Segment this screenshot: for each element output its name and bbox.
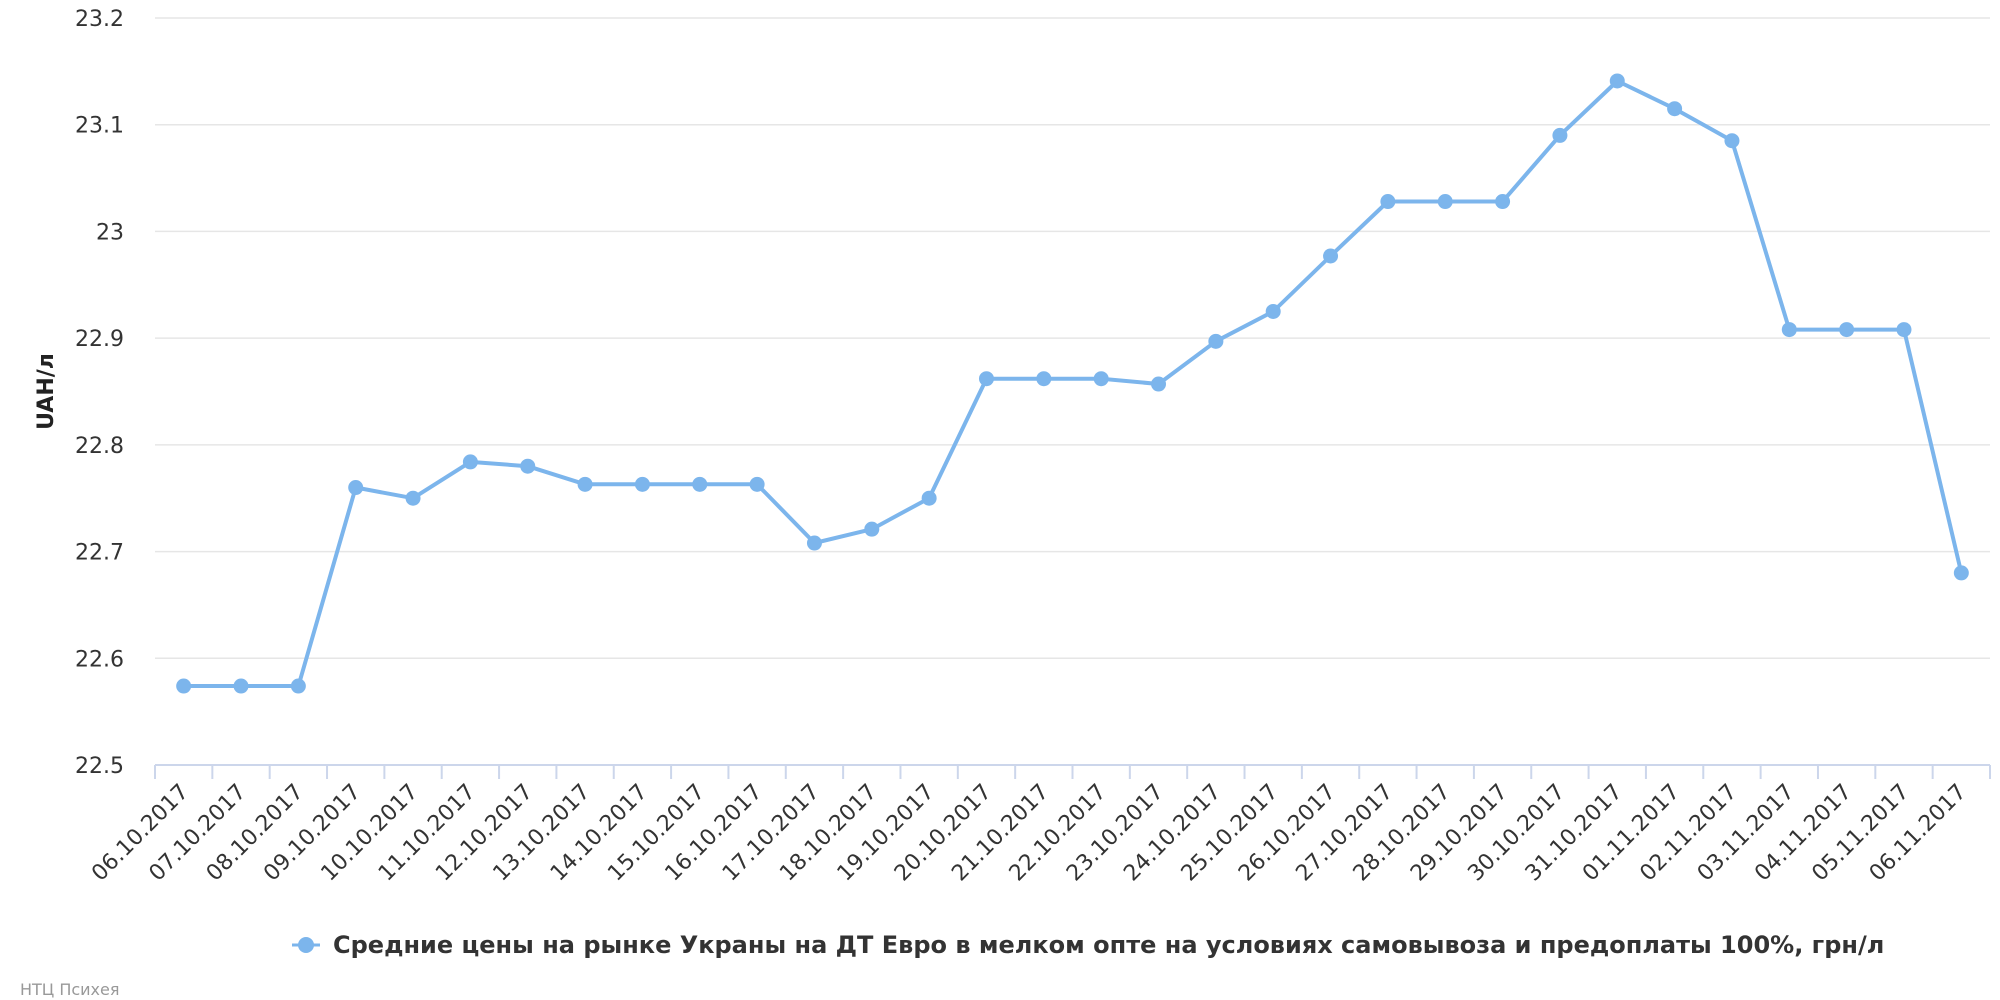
data-point[interactable] [290, 678, 306, 694]
y-tick-label: 23.2 [75, 7, 124, 32]
x-tick-marks [154, 765, 1991, 779]
data-point[interactable] [1151, 376, 1167, 392]
data-point[interactable] [520, 458, 536, 474]
legend[interactable]: Средние цены на рынке Украны на ДТ Евро … [292, 931, 1884, 959]
data-point[interactable] [692, 476, 708, 492]
data-point[interactable] [405, 490, 421, 506]
data-point[interactable] [1437, 194, 1453, 210]
x-tick-labels: 06.10.201707.10.201708.10.201709.10.2017… [87, 780, 1971, 887]
y-axis-label: UAH/л [34, 353, 59, 430]
data-point[interactable] [1552, 127, 1568, 143]
data-point[interactable] [864, 521, 880, 537]
credits-label[interactable]: НТЦ Психея [20, 980, 119, 999]
data-point[interactable] [1896, 322, 1912, 338]
data-point[interactable] [1323, 248, 1339, 264]
data-point[interactable] [1609, 73, 1625, 89]
data-point[interactable] [233, 678, 249, 694]
y-tick-label: 23.1 [75, 114, 124, 139]
data-point[interactable] [806, 535, 822, 551]
data-point[interactable] [921, 490, 937, 506]
y-tick-label: 22.9 [75, 327, 124, 352]
data-point[interactable] [1667, 101, 1683, 117]
y-tick-labels: 22.5 22.6 22.7 22.8 22.9 23 23.1 23.2 [75, 7, 124, 779]
data-point[interactable] [1093, 371, 1109, 387]
y-tick-label: 22.8 [75, 434, 124, 459]
data-point[interactable] [978, 371, 994, 387]
data-point[interactable] [1495, 194, 1511, 210]
data-point[interactable] [1208, 333, 1224, 349]
data-point[interactable] [634, 476, 650, 492]
y-tick-label: 22.6 [75, 647, 124, 672]
data-point[interactable] [1724, 133, 1740, 149]
series-group [176, 73, 1969, 694]
data-point[interactable] [749, 476, 765, 492]
data-point[interactable] [348, 480, 364, 496]
data-point[interactable] [462, 454, 478, 470]
series-line [183, 79, 1964, 688]
legend-marker-icon [298, 937, 314, 953]
data-point[interactable] [176, 678, 192, 694]
data-point[interactable] [1953, 565, 1969, 581]
y-tick-label: 23 [96, 220, 124, 245]
data-point[interactable] [1265, 303, 1281, 319]
y-tick-label: 22.5 [75, 754, 124, 779]
data-point[interactable] [1781, 322, 1797, 338]
legend-label[interactable]: Средние цены на рынке Украны на ДТ Евро … [333, 931, 1884, 959]
data-point[interactable] [1036, 371, 1052, 387]
data-point[interactable] [577, 476, 593, 492]
grid-lines [155, 17, 1990, 660]
data-point[interactable] [1839, 322, 1855, 338]
y-tick-label: 22.7 [75, 541, 124, 566]
data-point[interactable] [1380, 194, 1396, 210]
